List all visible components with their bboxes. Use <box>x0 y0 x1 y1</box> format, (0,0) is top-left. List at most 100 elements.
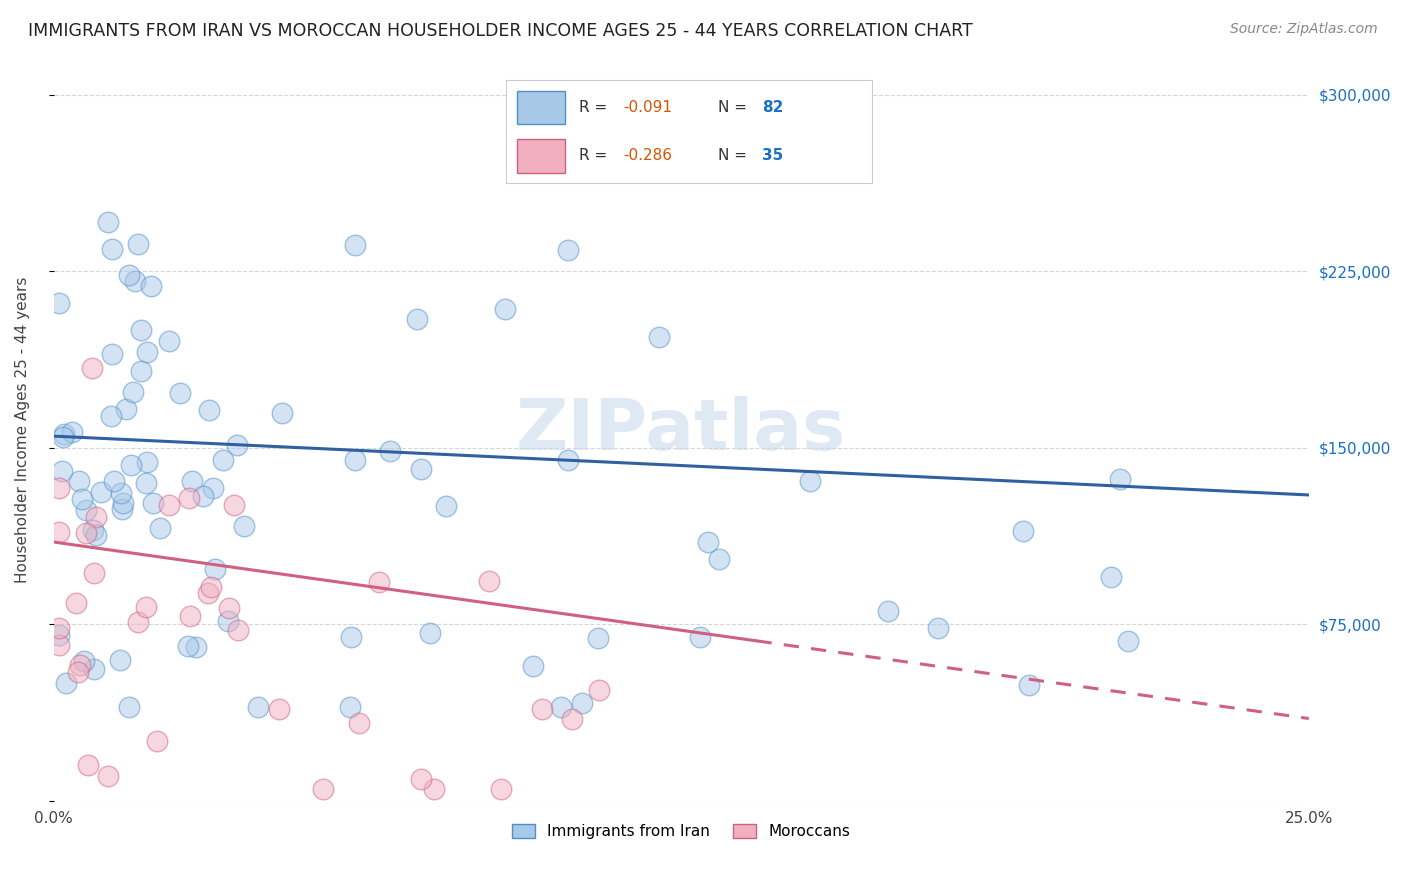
Point <box>423 782 446 797</box>
Point <box>129 323 152 337</box>
Y-axis label: Householder Income Ages 25 - 44 years: Householder Income Ages 25 - 44 years <box>15 277 30 583</box>
Point <box>55 676 77 690</box>
Point <box>110 485 132 500</box>
Point <box>48 295 70 310</box>
Point <box>75 503 97 517</box>
Text: 35: 35 <box>762 148 783 163</box>
Point <box>177 491 200 505</box>
Point <box>560 712 582 726</box>
Point <box>191 489 214 503</box>
Point <box>434 500 457 514</box>
Point <box>83 662 105 676</box>
Legend: Immigrants from Iran, Moroccans: Immigrants from Iran, Moroccans <box>506 818 856 845</box>
Point <box>135 455 157 469</box>
Point <box>588 683 610 698</box>
Point <box>571 696 593 710</box>
Point <box>197 586 219 600</box>
Point <box>367 574 389 589</box>
Point <box>72 492 94 507</box>
Text: R =: R = <box>579 100 613 115</box>
Point <box>181 474 204 488</box>
Point <box>550 699 572 714</box>
Text: Source: ZipAtlas.com: Source: ZipAtlas.com <box>1230 22 1378 37</box>
Point <box>246 699 269 714</box>
Point <box>689 630 711 644</box>
Point <box>157 499 180 513</box>
Point <box>51 464 73 478</box>
Point <box>648 329 671 343</box>
Point <box>347 716 370 731</box>
Point <box>489 782 512 797</box>
Point <box>127 615 149 629</box>
Point <box>709 552 731 566</box>
Point <box>101 347 124 361</box>
Point <box>222 498 245 512</box>
Point <box>494 301 516 316</box>
Point <box>110 653 132 667</box>
Point <box>52 427 75 442</box>
Point <box>522 658 544 673</box>
Point <box>586 632 609 646</box>
Point <box>97 215 120 229</box>
Point <box>419 625 441 640</box>
Point <box>340 630 363 644</box>
Point <box>65 596 87 610</box>
Point <box>124 274 146 288</box>
Point <box>217 615 239 629</box>
Point <box>118 268 141 283</box>
Point <box>48 524 70 539</box>
Point <box>48 628 70 642</box>
Point <box>60 425 83 439</box>
Point <box>197 402 219 417</box>
Text: N =: N = <box>718 148 752 163</box>
Point <box>48 639 70 653</box>
Point <box>97 769 120 783</box>
Point <box>232 519 254 533</box>
Point <box>48 621 70 635</box>
Point <box>48 482 70 496</box>
Point <box>127 237 149 252</box>
Point <box>202 481 225 495</box>
Point <box>149 521 172 535</box>
Point <box>799 475 821 489</box>
Point <box>135 345 157 359</box>
Point <box>83 566 105 580</box>
Text: 82: 82 <box>762 100 783 115</box>
Point <box>411 462 433 476</box>
Point <box>1011 524 1033 539</box>
Point <box>405 312 427 326</box>
Point <box>129 364 152 378</box>
Point <box>269 702 291 716</box>
Point <box>200 580 222 594</box>
Point <box>218 600 240 615</box>
Point <box>179 608 201 623</box>
Point <box>204 561 226 575</box>
Point <box>73 655 96 669</box>
Point <box>103 474 125 488</box>
Point <box>82 360 104 375</box>
Text: -0.091: -0.091 <box>623 100 672 115</box>
Point <box>186 640 208 654</box>
Point <box>344 453 367 467</box>
Point <box>157 334 180 348</box>
Point <box>67 665 90 680</box>
Point <box>339 699 361 714</box>
Point <box>312 782 335 797</box>
Point <box>52 430 75 444</box>
Point <box>378 444 401 458</box>
Point <box>1109 472 1132 486</box>
Point <box>1018 678 1040 692</box>
Point <box>69 658 91 673</box>
Point <box>82 524 104 538</box>
Text: R =: R = <box>579 148 613 163</box>
Text: -0.286: -0.286 <box>623 148 672 163</box>
Point <box>111 502 134 516</box>
Point <box>557 243 579 257</box>
Point <box>1116 634 1139 648</box>
FancyBboxPatch shape <box>517 91 565 124</box>
Point <box>135 600 157 615</box>
Point <box>115 401 138 416</box>
Point <box>876 604 898 618</box>
Point <box>228 624 250 638</box>
Text: ZIPatlas: ZIPatlas <box>516 396 846 465</box>
